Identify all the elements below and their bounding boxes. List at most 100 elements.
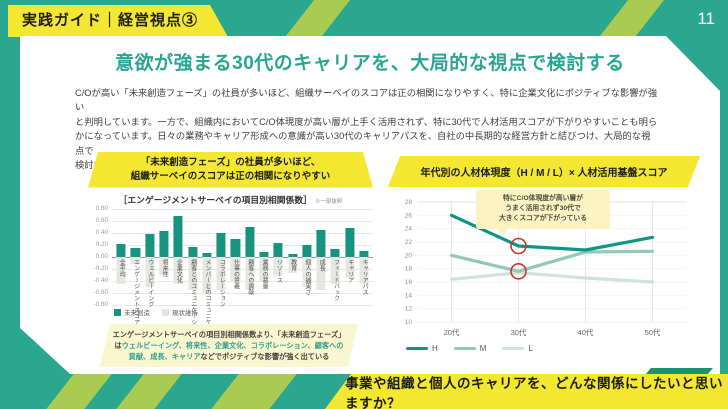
legend-swatch (453, 347, 476, 351)
bar-status-quo (230, 256, 240, 281)
bar-y-tick-label: 0.40 (95, 228, 108, 236)
lime-stripe-decoration (285, 0, 351, 36)
bar-y-tick-label: 0.00 (95, 252, 108, 260)
y-tick-label: 16 (405, 279, 413, 286)
bar-future-creation (216, 233, 226, 257)
bar-category-label: 業務の裁量 (261, 258, 268, 289)
bar-future-creation (159, 231, 169, 257)
bar-status-quo (302, 256, 312, 287)
bar-category-label: 個人の誠実さ (303, 258, 310, 295)
bar-category-label: 教育 (289, 258, 296, 271)
bar-future-creation (359, 250, 369, 257)
bar-column: リソース (271, 209, 285, 305)
legend-swatch (406, 347, 428, 351)
bar-y-tick-label: 0.80 (95, 204, 108, 212)
series-line-H (449, 213, 655, 252)
bar-column: 成長 (314, 209, 328, 305)
y-tick-label: 14 (405, 292, 413, 299)
bar-column: 仕事の意義 (228, 209, 242, 305)
bar-future-creation (245, 226, 255, 257)
bar-category-label: 顧客への貢献 (246, 258, 253, 295)
bar-status-quo (287, 256, 298, 274)
bar-y-tick-label: -0.80 (93, 300, 108, 308)
bar-status-quo (245, 256, 255, 290)
bar-column: 全平均 (114, 209, 128, 305)
bar-category-label: 全平均 (118, 258, 125, 277)
bar-status-quo (159, 256, 169, 275)
x-tick-label: 40代 (578, 327, 594, 337)
series-line-M (449, 249, 655, 273)
y-tick-label: 12 (405, 306, 413, 313)
bar-category-label: 仕事の意義 (232, 258, 239, 289)
bar-gridline (112, 232, 373, 234)
lime-stripe-decoration (211, 374, 297, 409)
bar-column: コラボレーション (214, 209, 228, 307)
bar-future-creation (230, 238, 240, 257)
bar-future-creation (173, 216, 183, 257)
bar-y-tick-label: -0.60 (93, 288, 108, 296)
right-chart-section: 年代別の人材体現度（H / M / L）× 人材活用基盤スコア 10 12 14 16… (388, 156, 700, 353)
bar-category-label: 成長 (318, 258, 325, 271)
bar-chart-title-text: ［エンゲージメントサーベイの項目別相関係数］ (118, 194, 312, 205)
bar-column: 企業文化 (171, 209, 185, 305)
bar-future-creation (273, 243, 283, 257)
y-tick-label: 24 (405, 226, 413, 233)
lime-stripe-decoration (116, 374, 182, 409)
bar-category-label: リソース (275, 258, 282, 283)
bar-future-creation (130, 247, 140, 257)
bar-column: 業務の裁量 (257, 209, 271, 305)
bar-future-creation (259, 252, 269, 257)
bar-chart-title-note: ※一部抜粋 (314, 198, 343, 205)
bar-column: ウェルビーイング (143, 209, 157, 307)
bar-chart-y-axis: 0.80 0.60 0.40 0.20 0.00 -0.20 -0.40 -0.60 -0.80 (88, 205, 112, 308)
y-tick-label: 22 (405, 239, 413, 246)
bar-gridline (112, 208, 373, 210)
bar-column: キャリアパス (357, 209, 371, 305)
bar-y-tick-label: -0.40 (93, 276, 108, 284)
left-section-header: 「未来創造フェーズ」の社員が多いほど、 組織サーベイのスコアは正の相関になりやす… (88, 152, 373, 188)
bar-gridline (112, 280, 373, 282)
highlight-circle (510, 237, 527, 255)
bar-category-label: 将来性 (161, 258, 168, 277)
bar-chart: 0.80 0.60 0.40 0.20 0.00 -0.20 -0.40 -0.60 -0.80… (88, 205, 373, 349)
series-line-L (449, 271, 655, 284)
legend-item: 現状維持 (162, 307, 198, 317)
bar-gridline (112, 268, 373, 270)
line-chart-svg: 10 12 14 16 18 20 22 24 26 28 20代 30代 40代 50代 (405, 199, 686, 337)
bar-column: 顧客への貢献 (243, 209, 257, 305)
y-tick-label: 28 (405, 199, 413, 206)
bar-y-tick-label: -0.20 (93, 264, 108, 272)
insight-note: エンゲージメントサーベイの項目別相関係数より、「未来創造フェーズ」はウェルビーイ… (100, 324, 358, 367)
bar-status-quo (202, 256, 212, 293)
bar-column: 顧客とのコミュニケーション (185, 209, 199, 337)
bar-category-label: コラボレーション (218, 258, 225, 307)
bar-chart-title: ［エンゲージメントサーベイの項目別相関係数］ ※一部抜粋 (88, 193, 373, 206)
bar-gridline (112, 256, 373, 258)
bar-future-creation (116, 243, 126, 257)
highlight-circle (510, 263, 527, 280)
bar-status-quo (145, 256, 155, 287)
right-section-header: 年代別の人材体現度（H / M / L）× 人材活用基盤スコア (388, 156, 700, 187)
bar-status-quo (187, 256, 198, 290)
bar-gridline (112, 220, 373, 222)
bar-chart-legend: 未来創造 現状維持 (114, 307, 373, 317)
x-tick-label: 50代 (645, 327, 661, 337)
legend-swatch (162, 309, 169, 317)
bar-status-quo (130, 256, 140, 264)
y-tick-label: 18 (405, 266, 413, 273)
legend-item: M (453, 344, 486, 353)
bar-future-creation (287, 253, 298, 257)
content-panel: 意欲が強まる30代のキャリアを、大局的な視点で検討する C/Oが高い「未来創造フ… (20, 36, 720, 374)
guide-badge: 実践ガイド｜経営視点③ (8, 5, 228, 37)
note-text-segment: ウェルビーイング、将来性、企業文化、コラボレーション、顧客への貢献、成長、キャリ… (121, 340, 344, 361)
bar-status-quo (330, 256, 340, 284)
bar-column: 将来性 (157, 209, 171, 305)
bar-future-creation (202, 252, 212, 257)
bar-future-creation (330, 248, 340, 257)
note-text-segment: エンゲージメントサーベイの項目別相関係数より、「未来創造フェーズ」は (112, 329, 346, 350)
bar-category-label: 顧客とのコミュニケーション (189, 258, 196, 337)
bar-future-creation (345, 227, 355, 257)
bar-category-label: メンバーとのコミュニケーション (203, 258, 210, 349)
bar-future-creation (302, 244, 312, 257)
